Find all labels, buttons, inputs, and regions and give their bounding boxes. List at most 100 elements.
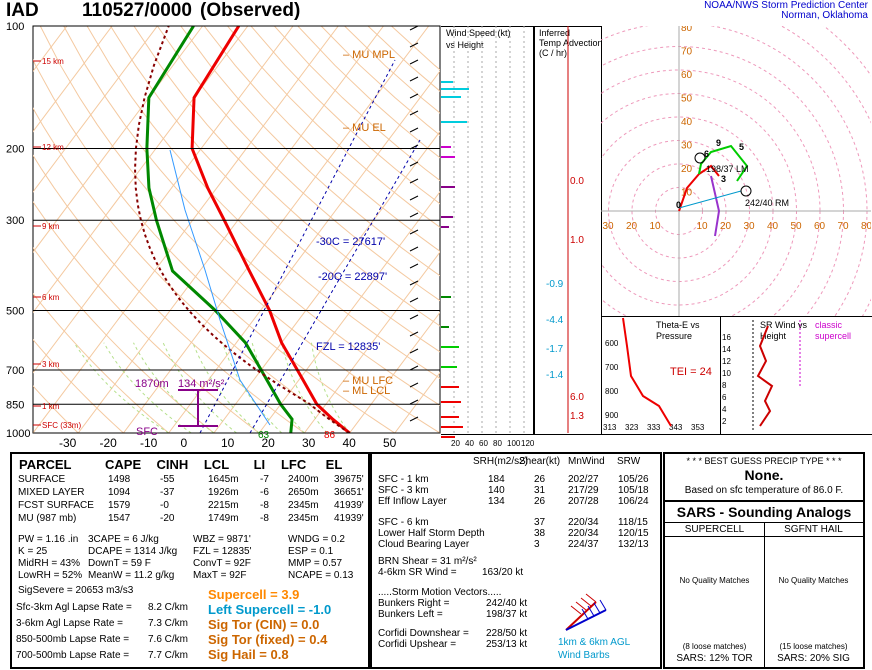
thermo-cell: ESP = 0.1 <box>288 546 334 557</box>
smv-title: .....Storm Motion Vectors..... <box>378 587 502 598</box>
theta-title2: Pressure <box>656 331 693 341</box>
composite-param: Sig Hail = 0.8 <box>208 647 289 662</box>
theta-y-label: 900 <box>605 411 619 420</box>
isotherm <box>77 26 384 433</box>
srwind-y-label: 6 <box>722 393 727 402</box>
parcel-header-row: PARCEL CAPE CINH LCL LI LFC EL <box>18 456 368 473</box>
sars-title: SARS - Sounding Analogs <box>676 504 852 520</box>
isotherm <box>33 26 294 374</box>
pressure-tick-label: 300 <box>6 215 24 227</box>
dry-adiabat <box>133 26 440 327</box>
hodo-ring-label: 80 <box>681 26 693 34</box>
smv-label: Bunkers Right = <box>378 598 450 609</box>
wind-speed-bar <box>441 366 457 368</box>
parcel-cell: MIXED LAYER <box>18 487 85 498</box>
thermo-cell: K = 25 <box>18 546 48 557</box>
tadv-value: -1.7 <box>546 344 564 355</box>
tadv-value: 0.0 <box>570 176 584 187</box>
srwind-y-label: 14 <box>722 345 731 354</box>
wind-barb <box>409 314 419 320</box>
barb-flag <box>575 601 587 611</box>
wind-speed-bar <box>441 96 461 98</box>
parcel-cell: -8 <box>260 500 269 511</box>
lapse-label: Sfc-3km Agl Lapse Rate = <box>16 602 132 613</box>
srwind-46-value: 163/20 kt <box>482 567 524 578</box>
lapse-label: 3-6km Agl Lapse Rate = <box>16 618 124 629</box>
tadv-value: 6.0 <box>570 392 584 403</box>
temp-adv-title3: (C / hr) <box>539 48 567 58</box>
sfc-temp-label: 86 <box>324 430 336 441</box>
kin-col-header: MnWind <box>568 456 605 467</box>
parcel-cell: -6 <box>260 487 269 498</box>
tadv-value: -1.4 <box>546 370 564 381</box>
temp-tick-label: 0 <box>181 436 188 450</box>
kin-col-header: SRH(m2/s2) <box>473 456 529 467</box>
parcel-cell: 36651' <box>334 487 364 498</box>
wind-barb <box>409 178 419 184</box>
moist-adiabat <box>103 342 192 433</box>
temp-tick-label: -10 <box>140 436 158 450</box>
series-dewpoint <box>145 26 294 433</box>
ws-axis-label: 100 <box>507 439 521 448</box>
ws-axis-label: 20 <box>451 439 460 448</box>
height-label: 3 km <box>42 360 60 369</box>
height-label: 1 km <box>42 402 60 411</box>
kin-cell: 134 <box>488 496 505 507</box>
wind-barb <box>409 399 419 405</box>
wind-barb <box>409 42 419 48</box>
smv-label: Bunkers Left = <box>378 609 443 620</box>
wetbulb-trace <box>169 149 271 426</box>
minus30c-label: -30C = 27617' <box>316 236 385 248</box>
sr-wind-plot: 2 4 6 8 10 12 14 16 <box>722 320 801 432</box>
precip-basis: Based on sfc temperature of 86.0 F. <box>684 485 844 496</box>
parcel-row: SURFACE 1498 -55 1645m -7 2400m 39675' <box>18 474 368 487</box>
hodograph: 1020304050607080901003020101020304050607… <box>601 26 871 316</box>
isotherm <box>349 311 440 433</box>
barb-label2: Wind Barbs <box>558 650 610 661</box>
tei-value: TEI = 24 <box>670 366 712 378</box>
lapse-row: Sfc-3km Agl Lapse Rate = 8.2 C/km <box>16 600 196 616</box>
parcel-cell: 2650m <box>288 487 319 498</box>
kin-cell: 38 <box>534 528 546 539</box>
wind-barb <box>409 246 419 252</box>
composite-param: Supercell = 3.9 <box>208 587 300 602</box>
fzl-label: FZL = 12835' <box>316 341 380 353</box>
parcel-row: MU (987 mb) 1547 -20 1749m -8 2345m 41939' <box>18 513 368 526</box>
hodo-ring-label: 50 <box>681 94 693 105</box>
precip-panel: * * * BEST GUESS PRECIP TYPE * * * None.… <box>663 452 865 502</box>
sars-match1: No Quality Matches <box>679 576 750 585</box>
parcel-cell: 1498 <box>108 474 131 485</box>
dry-adiabat <box>156 26 440 302</box>
hodo-ring-label: 40 <box>681 117 693 128</box>
wind-barb <box>409 348 419 354</box>
temp-tick-label: -30 <box>59 436 77 450</box>
isotherm <box>33 26 113 133</box>
wind-speed-bar <box>441 216 453 218</box>
thermo-cell: WNDG = 0.2 <box>288 534 345 545</box>
parcel-cell: 39675' <box>334 474 364 485</box>
mu-el-label: – MU EL <box>343 122 386 134</box>
thermo-cell: ConvT = 92F <box>193 558 251 569</box>
parcel-cell: 1547 <box>108 513 131 524</box>
temp-tick-label: 10 <box>221 436 235 450</box>
ws-axis-label: 120 <box>521 439 534 448</box>
srwind-title: SR Wind vs <box>760 320 808 330</box>
parcel-cell: 2345m <box>288 500 319 511</box>
thermo-row: LowRH = 52% MeanW = 11.2 g/kg MaxT = 92F NC… <box>18 570 368 582</box>
barb-flag <box>587 605 595 617</box>
barb-1km <box>565 601 597 631</box>
lapse-row: 850-500mb Lapse Rate = 7.6 C/km <box>16 632 196 648</box>
kin-cell: Lower Half Storm Depth <box>378 528 485 539</box>
ml-lcl-label: – ML LCL <box>343 385 390 397</box>
lapse-value: 8.2 C/km <box>148 602 189 613</box>
hodo-ring-label: 30 <box>681 141 693 152</box>
pressure-tick-label: 500 <box>6 305 24 317</box>
hodo-x-label: 50 <box>791 221 803 232</box>
wind-speed-bar <box>441 81 453 83</box>
height-label: SFC (33m) <box>42 421 81 430</box>
wind-speed-bar <box>441 156 455 158</box>
parcel-col-header: EL <box>325 457 343 472</box>
mu-mpl-label: – MU MPL <box>343 49 395 61</box>
kin-cell: 37 <box>534 517 546 528</box>
kin-cell: Eff Inflow Layer <box>378 496 447 507</box>
